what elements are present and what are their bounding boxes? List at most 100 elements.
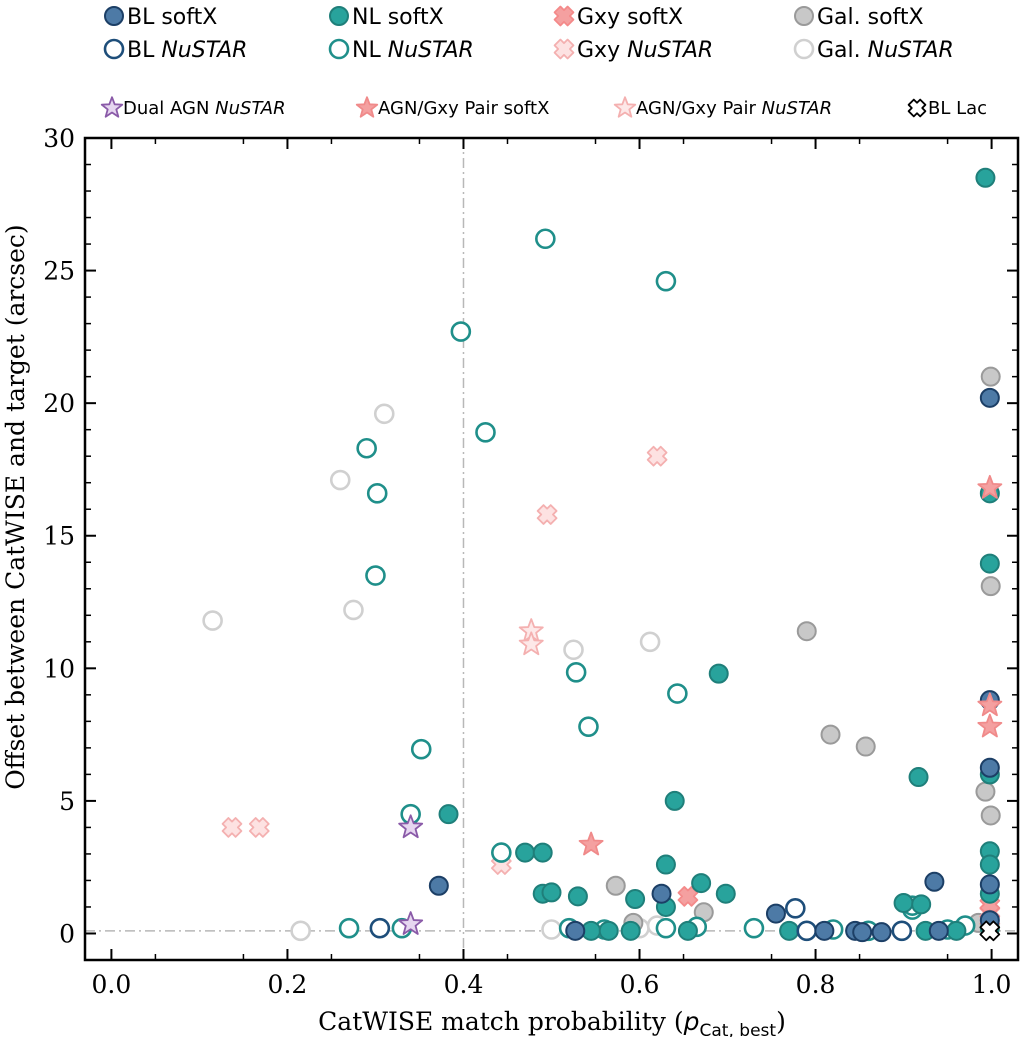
- data-point-nl_soft: [598, 920, 619, 941]
- data-point-gal_soft: [980, 805, 1001, 826]
- data-point-bl_soft: [924, 871, 945, 892]
- data-point-nl_soft: [979, 553, 1000, 574]
- data-point-bl_soft: [814, 920, 835, 941]
- series-nl_nustar: [338, 228, 976, 942]
- x-tick-label: 0.4: [444, 970, 484, 999]
- legend-label: BL Lac: [928, 98, 987, 119]
- data-point-nl_soft: [625, 889, 646, 910]
- legend-label: BL softX: [127, 5, 217, 30]
- x-tick-label: 1.0: [972, 970, 1012, 999]
- data-point-bl_soft: [852, 922, 873, 943]
- data-point-nl_soft: [567, 886, 588, 907]
- y-tick-label: 25: [43, 257, 75, 286]
- data-point-nl_nustar: [655, 270, 677, 292]
- data-point-gxy_nustar: [536, 504, 558, 525]
- data-point-gal_soft: [855, 736, 876, 757]
- legend-label: Gxy NuSTAR: [577, 38, 713, 63]
- data-point-bl_soft: [979, 387, 1000, 408]
- data-point-nl_nustar: [450, 321, 472, 342]
- legend-label: Gal. softX: [817, 5, 924, 30]
- data-point-gal_nustar: [202, 610, 223, 631]
- data-point-bl_nustar: [369, 917, 391, 939]
- y-tick-label: 15: [43, 522, 75, 551]
- data-point-bllac: [979, 920, 1001, 942]
- data-point-pair_nustar: [518, 631, 544, 656]
- legend-marker-gal_nustar: [793, 38, 815, 60]
- y-tick-label: 20: [43, 389, 75, 418]
- legend-entry-nl_soft: NL softX: [329, 5, 444, 30]
- data-point-nl_soft: [620, 920, 641, 941]
- legend-entry-pair_soft: AGN/Gxy Pair softX: [355, 96, 549, 119]
- data-point-gal_nustar: [329, 469, 351, 491]
- data-point-gal_soft: [820, 724, 841, 745]
- legend-label: AGN/Gxy Pair NuSTAR: [636, 98, 832, 119]
- legend-entry-bl_soft: BL softX: [104, 5, 217, 30]
- series-pair_nustar: [518, 618, 544, 656]
- data-point-gal_nustar: [373, 403, 395, 425]
- data-point-gxy_nustar: [221, 817, 243, 838]
- data-point-nl_nustar: [366, 483, 388, 504]
- data-point-bl_soft: [428, 875, 449, 896]
- data-point-bl_soft: [928, 920, 949, 941]
- data-point-bl_nustar: [785, 897, 806, 919]
- data-point-nl_nustar: [578, 716, 599, 737]
- data-point-nl_soft: [975, 167, 996, 188]
- legend-marker-nl_nustar: [328, 38, 350, 60]
- data-point-bl_soft: [565, 920, 586, 941]
- series-gal_nustar: [202, 403, 668, 942]
- plot-frame: [83, 136, 1020, 962]
- data-point-gal_soft: [980, 366, 1001, 387]
- data-point-nl_nustar: [338, 917, 360, 939]
- y-tick-label: 5: [59, 787, 75, 816]
- x-tick-label: 0.6: [620, 970, 660, 999]
- data-point-gal_soft: [796, 621, 817, 642]
- data-point-nl_nustar: [356, 437, 377, 459]
- legend-label: Gal. NuSTAR: [817, 38, 954, 63]
- data-point-bl_soft: [979, 874, 1000, 895]
- legend-label: Gxy softX: [577, 5, 683, 30]
- data-point-gxy_soft: [677, 886, 699, 907]
- data-point-gal_soft: [605, 875, 626, 896]
- y-axis-title: Offset between CatWISE and target (arcse…: [1, 224, 30, 789]
- legend-label: NL NuSTAR: [352, 38, 474, 63]
- data-point-nl_soft: [438, 804, 459, 825]
- data-point-gal_nustar: [541, 919, 562, 940]
- data-point-nl_nustar: [565, 661, 587, 683]
- legend-marker-gxy_soft: [553, 5, 575, 27]
- x-tick-label: 0.2: [268, 970, 308, 999]
- data-point-dual_nustar: [398, 814, 424, 839]
- legend-entry-gal_nustar: Gal. NuSTAR: [793, 38, 954, 63]
- data-point-nl_soft: [946, 920, 967, 941]
- data-point-nl_soft: [908, 767, 929, 788]
- legend-label: BL NuSTAR: [127, 38, 247, 63]
- data-point-bl_soft: [765, 903, 786, 924]
- data-point-gxy_nustar: [248, 817, 270, 838]
- data-point-gal_nustar: [290, 920, 311, 942]
- legend-marker-gxy_nustar: [553, 38, 575, 60]
- data-point-bl_soft: [979, 757, 1000, 778]
- y-tick-label: 30: [43, 124, 75, 153]
- data-point-bl_soft: [871, 922, 892, 943]
- data-point-nl_soft: [893, 892, 914, 913]
- data-point-pair_soft: [578, 831, 604, 856]
- x-tick-label: 0.8: [796, 970, 836, 999]
- legend-marker-pair_nustar: [613, 96, 637, 118]
- legend-marker-nl_soft: [329, 6, 349, 26]
- data-point-pair_soft: [977, 474, 1003, 499]
- legend-marker-pair_soft: [355, 96, 379, 118]
- series-nl_soft: [438, 167, 1000, 941]
- data-point-nl_nustar: [655, 917, 677, 939]
- x-tick-label: 0.0: [92, 970, 132, 999]
- data-point-nl_nustar: [667, 683, 688, 704]
- data-point-nl_soft: [515, 842, 536, 863]
- legend-marker-gal_soft: [794, 6, 814, 26]
- series-bl_soft: [428, 387, 1000, 943]
- x-axis-title: CatWISE match probability (pCat, best): [318, 1007, 786, 1037]
- data-point-dual_nustar: [398, 911, 424, 935]
- y-tick-label: 0: [59, 919, 75, 948]
- data-point-nl_nustar: [743, 917, 765, 939]
- data-point-gxy_nustar: [646, 445, 668, 467]
- series-dual_nustar: [398, 814, 424, 935]
- series-bl_nustar: [369, 897, 913, 942]
